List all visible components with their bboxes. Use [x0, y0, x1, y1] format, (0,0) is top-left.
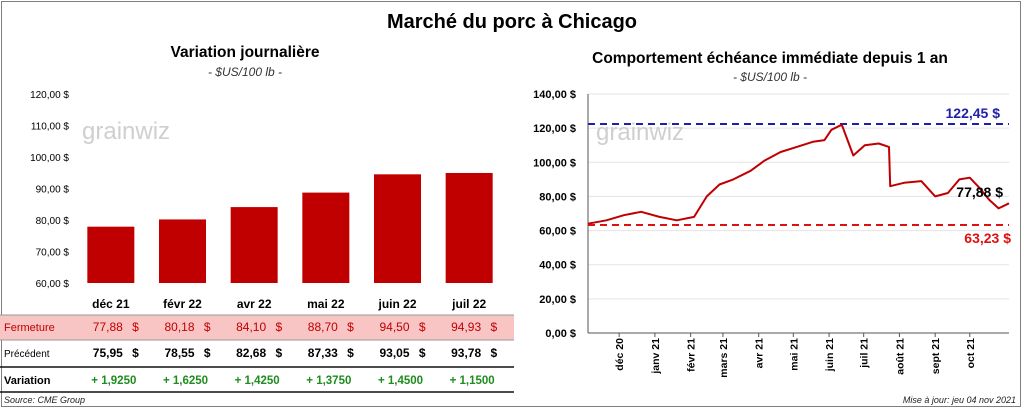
bar: [445, 172, 493, 283]
watermark-logo: grainwiz: [82, 118, 170, 145]
price-line: [587, 123, 1010, 225]
max-label: 122,45 $: [946, 105, 1001, 121]
variation-value: + 1,3750: [306, 375, 351, 387]
bar: [159, 219, 206, 283]
currency-symbol: $: [275, 320, 282, 334]
bar: [87, 226, 135, 283]
y-tick-label: 80,00 $: [539, 191, 576, 203]
right-panel-title: Comportement échéance immédiate depuis 1…: [592, 50, 948, 67]
x-tick-label: mai 22: [307, 297, 345, 311]
x-tick-label: mars 21: [718, 338, 730, 378]
y-tick-label: 100,00 $: [533, 157, 576, 169]
x-tick-label: juin 22: [377, 297, 416, 311]
last-value-label: 77,88 $: [956, 184, 1003, 200]
y-tick-label: 90,00 $: [36, 185, 70, 196]
precedent-value: 93,05: [379, 346, 409, 360]
min-label: 63,23 $: [964, 230, 1011, 246]
precedent-value: 78,55: [164, 346, 194, 360]
currency-symbol: $: [132, 346, 139, 360]
update-note: Mise à jour: jeu 04 nov 2021: [902, 395, 1016, 405]
variation-value: + 1,4500: [378, 375, 423, 387]
variation-label: Variation: [4, 375, 51, 387]
x-tick-label: avr 21: [754, 338, 766, 369]
front-month-line-chart: 0,00 $ 20,00 $ 40,00 $ 60,00 $ 80,00 $ 100,00…: [533, 89, 1011, 378]
currency-symbol: $: [347, 346, 354, 360]
x-tick-label: janv 21: [650, 338, 662, 375]
main-title: Marché du porc à Chicago: [386, 11, 638, 33]
currency-symbol: $: [204, 346, 211, 360]
fermeture-value: 80,18: [164, 320, 194, 334]
x-tick-label: juil 21: [859, 338, 871, 369]
bar: [302, 192, 350, 283]
currency-symbol: $: [275, 346, 282, 360]
x-tick-label: déc 21: [92, 297, 130, 311]
y-tick-label: 100,00 $: [30, 153, 69, 164]
x-tick-label: oct 21: [965, 338, 977, 369]
fermeture-label: Fermeture: [4, 322, 55, 334]
fermeture-value: 84,10: [236, 320, 266, 334]
variation-value: + 1,1500: [450, 375, 495, 387]
x-tick-label: févr 22: [163, 297, 202, 311]
y-tick-label: 70,00 $: [36, 248, 70, 259]
y-tick-label: 120,00 $: [30, 90, 69, 101]
left-panel-subtitle: - $US/100 lb -: [207, 65, 283, 79]
fermeture-value: 77,88: [93, 320, 123, 334]
currency-symbol: $: [490, 346, 497, 360]
y-tick-label: 20,00 $: [539, 294, 576, 306]
currency-symbol: $: [132, 320, 139, 334]
y-tick-label: 120,00 $: [533, 123, 576, 135]
precedent-value: 82,68: [236, 346, 266, 360]
daily-variation-bar-chart: 60,00 $ 70,00 $ 80,00 $ 90,00 $ 100,00 $ 110,…: [0, 90, 514, 393]
x-tick-label: juil 22: [451, 297, 486, 311]
currency-symbol: $: [204, 320, 211, 334]
y-tick-label: 140,00 $: [533, 89, 576, 101]
variation-value: + 1,6250: [163, 375, 208, 387]
precedent-value: 87,33: [308, 346, 338, 360]
currency-symbol: $: [419, 320, 426, 334]
bar: [230, 207, 278, 283]
x-tick-label: mai 21: [788, 338, 800, 371]
x-tick-label: sept 21: [930, 338, 942, 374]
variation-value: + 1,4250: [235, 375, 280, 387]
precedent-value: 75,95: [93, 346, 123, 360]
currency-symbol: $: [347, 320, 354, 334]
fermeture-value: 94,50: [379, 320, 409, 334]
precedent-label: Précédent: [4, 349, 50, 360]
precedent-value: 93,78: [451, 346, 481, 360]
x-tick-label: juin 21: [824, 338, 836, 372]
x-tick-label: août 21: [894, 338, 906, 375]
y-tick-label: 80,00 $: [36, 216, 70, 227]
y-tick-label: 110,00 $: [31, 122, 70, 133]
y-tick-label: 0,00 $: [545, 328, 576, 340]
y-tick-label: 60,00 $: [36, 279, 70, 290]
fermeture-value: 88,70: [308, 320, 338, 334]
fermeture-row-bg: [0, 315, 514, 340]
right-panel-subtitle: - $US/100 lb -: [732, 70, 808, 84]
variation-value: + 1,9250: [91, 375, 136, 387]
x-tick-label: avr 22: [237, 297, 272, 311]
fermeture-value: 94,93: [451, 320, 481, 334]
y-tick-label: 40,00 $: [539, 260, 576, 272]
currency-symbol: $: [419, 346, 426, 360]
source-note: Source: CME Group: [4, 395, 86, 405]
bar: [374, 174, 421, 283]
x-tick-label: déc 20: [614, 338, 626, 371]
currency-symbol: $: [490, 320, 497, 334]
x-tick-label: févr 21: [686, 338, 698, 372]
y-tick-label: 60,00 $: [539, 226, 576, 238]
left-panel-title: Variation journalière: [170, 44, 320, 61]
